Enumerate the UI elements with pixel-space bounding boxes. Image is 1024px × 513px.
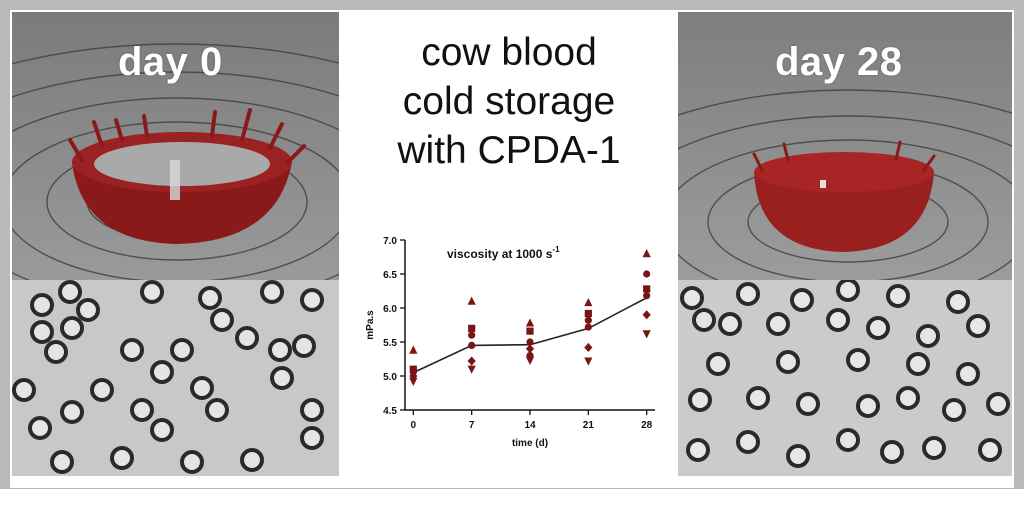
data-point bbox=[584, 316, 592, 324]
title-line-3: with CPDA-1 bbox=[397, 129, 621, 172]
data-point bbox=[642, 310, 651, 320]
label-day28: day 28 bbox=[775, 40, 903, 84]
data-point bbox=[525, 318, 535, 327]
y-tick-label: 5.0 bbox=[383, 372, 397, 383]
data-point bbox=[584, 323, 592, 331]
data-point bbox=[468, 331, 476, 339]
data-point bbox=[409, 377, 418, 387]
data-point bbox=[468, 341, 476, 349]
y-tick-label: 6.0 bbox=[383, 304, 397, 315]
data-point bbox=[467, 365, 476, 374]
x-tick-label: 0 bbox=[411, 420, 417, 431]
data-point bbox=[584, 309, 592, 318]
center-title: cow blood cold storage with CPDA-1 bbox=[340, 28, 678, 175]
x-tick-label: 7 bbox=[469, 420, 475, 431]
bottom-margin bbox=[0, 489, 1024, 513]
x-axis-label: time (d) bbox=[512, 438, 548, 449]
data-point bbox=[643, 285, 651, 293]
microscopy-day28 bbox=[678, 280, 1012, 476]
rbc-day28-illustration bbox=[678, 280, 1012, 476]
splash-day0-illustration bbox=[12, 12, 339, 280]
y-axis-label: mPa.s bbox=[365, 310, 376, 340]
data-point bbox=[642, 249, 651, 258]
data-point bbox=[642, 330, 651, 339]
rbc-day0-illustration bbox=[12, 280, 339, 476]
data-point bbox=[584, 297, 593, 307]
splash-photo-day28 bbox=[678, 12, 1012, 280]
data-point bbox=[525, 356, 535, 365]
data-point bbox=[467, 356, 476, 366]
microscopy-day0 bbox=[12, 280, 339, 476]
y-tick-label: 5.5 bbox=[383, 338, 397, 349]
splash-day28-illustration bbox=[678, 12, 1012, 280]
y-tick-label: 4.5 bbox=[383, 406, 397, 417]
x-tick-label: 21 bbox=[583, 420, 595, 431]
data-point bbox=[643, 270, 651, 278]
title-line-2: cold storage bbox=[402, 80, 616, 123]
label-day0: day 0 bbox=[118, 40, 223, 84]
data-point bbox=[525, 344, 535, 354]
x-tick-label: 14 bbox=[524, 420, 536, 431]
data-point bbox=[584, 342, 593, 353]
y-tick-label: 7.0 bbox=[383, 236, 397, 247]
chart-title: viscosity at 1000 s-1 bbox=[447, 245, 560, 261]
splash-photo-day0 bbox=[12, 12, 339, 280]
title-line-1: cow blood bbox=[421, 31, 597, 74]
data-point bbox=[584, 357, 593, 366]
y-tick-label: 6.5 bbox=[383, 270, 397, 281]
data-point bbox=[409, 345, 418, 354]
x-tick-label: 28 bbox=[641, 420, 653, 431]
data-point bbox=[468, 324, 476, 332]
data-point bbox=[526, 327, 534, 335]
data-point bbox=[643, 292, 651, 300]
data-point bbox=[467, 296, 476, 305]
data-point bbox=[526, 338, 534, 346]
viscosity-chart: viscosity at 1000 s-1 mPa.s time (d) 4.5… bbox=[365, 236, 655, 449]
